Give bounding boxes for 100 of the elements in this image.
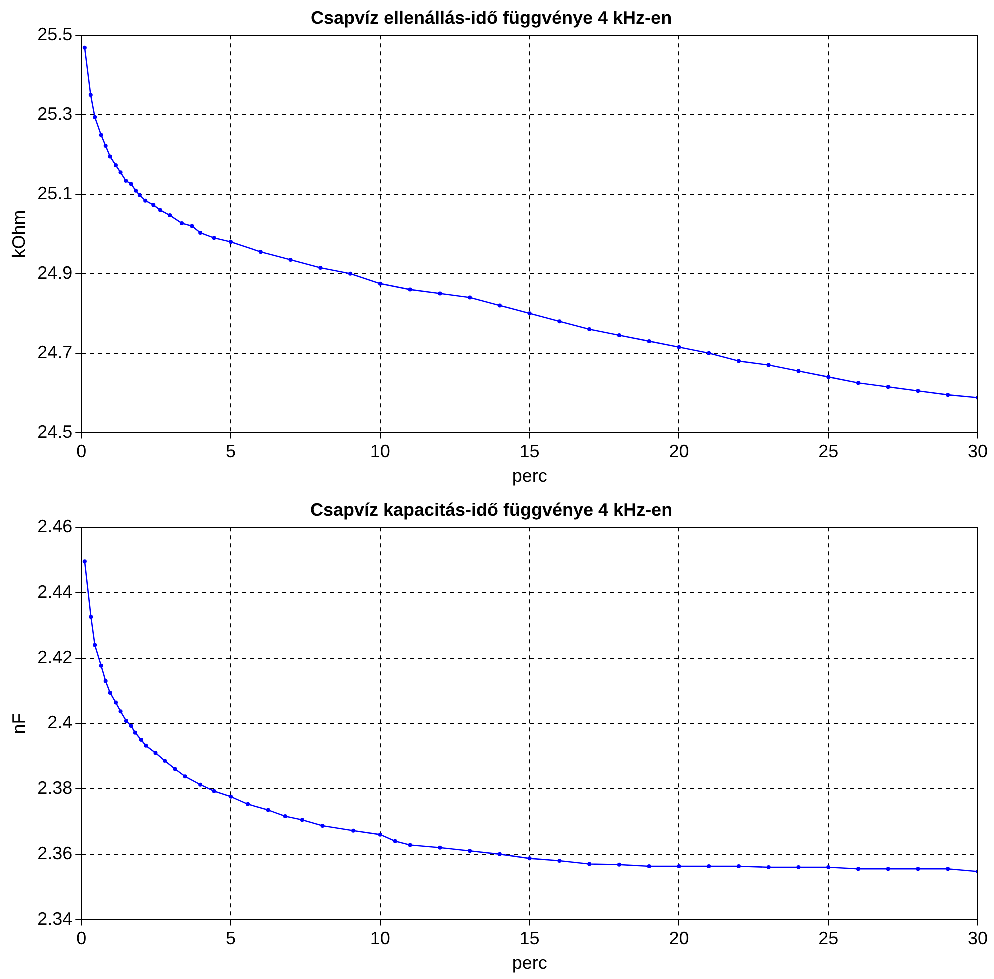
point xyxy=(246,802,250,806)
y-tick-label: 2.36 xyxy=(38,843,73,864)
point xyxy=(438,292,442,296)
x-tick-label: 15 xyxy=(520,442,540,462)
point xyxy=(139,738,144,742)
y-tick-label: 2.42 xyxy=(38,647,73,668)
point xyxy=(352,828,356,833)
point xyxy=(88,93,93,98)
x-tick-label: 30 xyxy=(968,928,988,949)
point xyxy=(736,359,741,364)
point xyxy=(229,794,234,799)
point xyxy=(916,867,920,872)
point xyxy=(144,198,148,203)
point xyxy=(886,867,890,872)
point xyxy=(133,730,138,735)
point xyxy=(558,320,562,324)
x-tick-label: 10 xyxy=(370,928,390,949)
point xyxy=(796,866,801,870)
point xyxy=(93,643,98,648)
point xyxy=(89,615,94,620)
x-tick-label: 5 xyxy=(226,442,236,462)
point xyxy=(796,369,801,374)
y-tick-label: 2.34 xyxy=(38,908,73,929)
y-tick-label: 2.38 xyxy=(38,778,73,798)
point xyxy=(393,839,398,844)
point xyxy=(212,789,216,794)
point xyxy=(707,864,712,869)
point xyxy=(288,258,293,262)
y-axis-title: nF xyxy=(8,713,29,734)
point xyxy=(258,250,263,254)
point xyxy=(558,858,562,863)
point xyxy=(647,864,652,869)
x-axis-title: perc xyxy=(512,466,548,486)
y-tick-label: 2.44 xyxy=(38,582,73,602)
point xyxy=(162,758,167,763)
chart-title: Csapvíz kapacitás-idő függvénye 4 kHz-en xyxy=(310,500,673,520)
point xyxy=(183,774,188,779)
x-axis-title: perc xyxy=(512,953,548,974)
point xyxy=(82,46,87,50)
point xyxy=(588,328,592,332)
point xyxy=(180,221,184,226)
point xyxy=(946,393,950,398)
point xyxy=(108,154,112,159)
point xyxy=(826,866,831,870)
point xyxy=(114,700,118,705)
point xyxy=(856,381,860,386)
x-tick-label: 5 xyxy=(226,928,236,949)
point xyxy=(348,272,353,276)
point xyxy=(300,818,304,822)
x-tick-label: 0 xyxy=(76,928,87,949)
point xyxy=(134,188,138,193)
point xyxy=(158,208,163,212)
point xyxy=(124,178,128,183)
point xyxy=(129,724,134,728)
point xyxy=(617,333,622,338)
point xyxy=(104,679,108,684)
point xyxy=(129,182,134,186)
point xyxy=(408,288,412,292)
point xyxy=(152,203,156,208)
point xyxy=(408,843,412,848)
point xyxy=(144,744,148,748)
point xyxy=(528,312,532,316)
point xyxy=(266,808,270,812)
point xyxy=(498,852,502,856)
x-tick-label: 10 xyxy=(370,442,390,462)
point xyxy=(766,866,771,870)
point xyxy=(617,862,622,867)
point xyxy=(677,345,682,350)
y-tick-label: 24.5 xyxy=(38,422,73,442)
chart-title: Csapvíz ellenállás-idő függvénye 4 kHz-en xyxy=(310,8,672,28)
point xyxy=(104,144,108,148)
point xyxy=(212,236,216,240)
point xyxy=(468,296,472,300)
y-tick-label: 2.4 xyxy=(48,712,73,733)
point xyxy=(114,163,118,168)
point xyxy=(886,385,890,390)
point xyxy=(168,214,172,218)
y-tick-label: 25.1 xyxy=(38,183,73,204)
point xyxy=(118,710,123,714)
point xyxy=(108,690,112,695)
point xyxy=(707,351,712,356)
x-tick-label: 15 xyxy=(520,928,540,949)
x-tick-label: 0 xyxy=(76,442,87,462)
point xyxy=(124,719,128,724)
point xyxy=(99,664,104,668)
point xyxy=(198,231,203,236)
point xyxy=(118,170,123,175)
point xyxy=(438,846,442,850)
y-tick-label: 24.9 xyxy=(38,262,73,283)
point xyxy=(320,824,325,828)
point xyxy=(318,266,323,270)
point xyxy=(173,767,178,772)
point xyxy=(138,193,142,198)
point xyxy=(229,240,234,244)
point xyxy=(766,363,771,368)
point xyxy=(528,856,532,861)
point xyxy=(916,389,920,394)
point xyxy=(498,304,502,308)
point xyxy=(588,862,592,866)
point xyxy=(946,867,950,872)
